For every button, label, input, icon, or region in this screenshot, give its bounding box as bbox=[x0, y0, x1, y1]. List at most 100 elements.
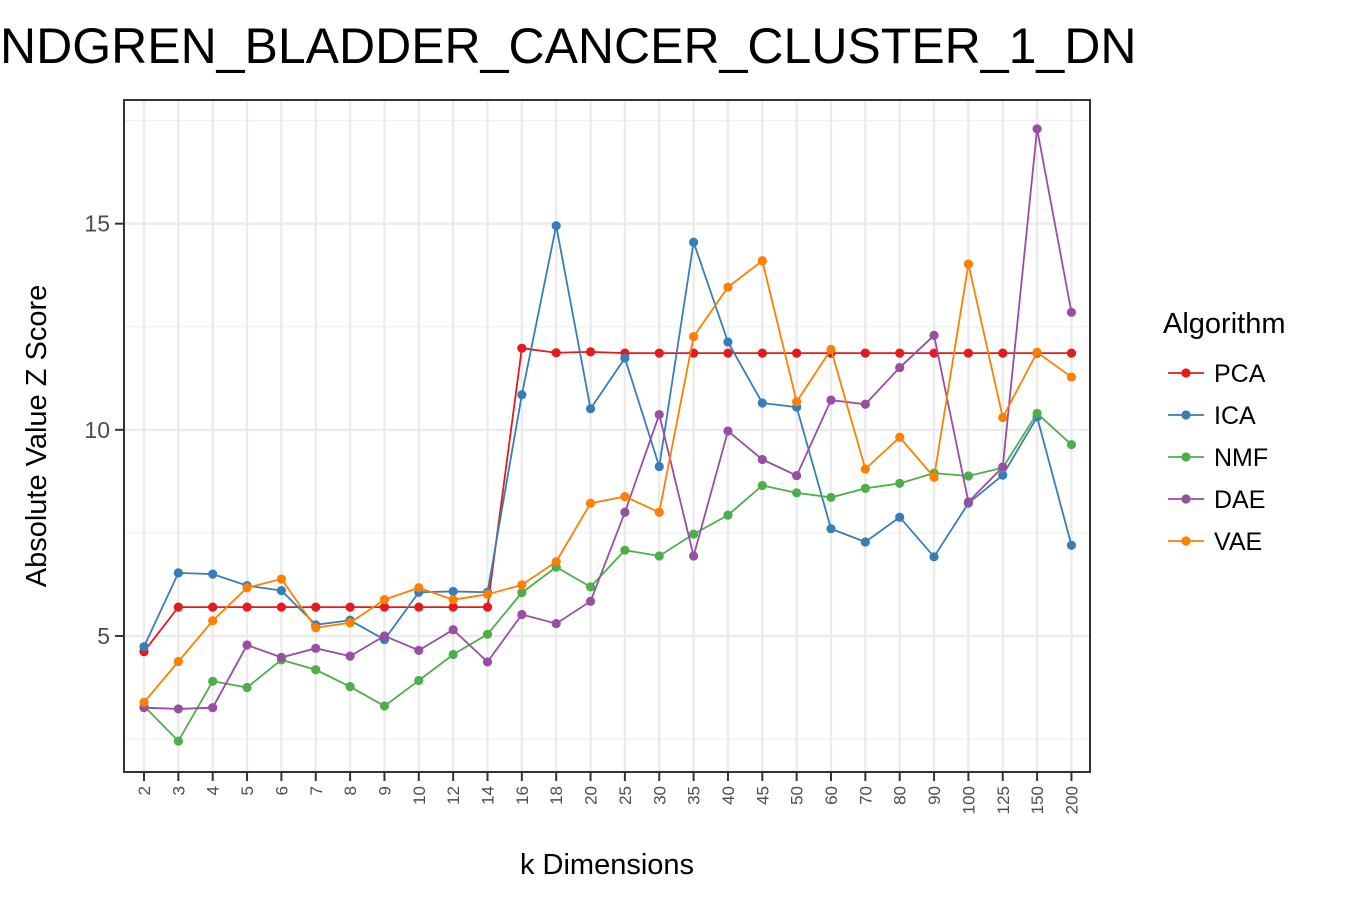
x-tick-label: 80 bbox=[891, 786, 910, 805]
x-tick-label: 9 bbox=[375, 786, 394, 795]
data-point-dae bbox=[379, 631, 390, 641]
legend-item-nmf: NMF bbox=[1168, 444, 1268, 472]
data-point-dae bbox=[551, 618, 561, 629]
series-nmf bbox=[139, 408, 1077, 746]
data-point-vae bbox=[963, 259, 974, 269]
legend-label: ICA bbox=[1214, 402, 1256, 430]
y-tick-label: 5 bbox=[97, 623, 110, 649]
data-point-vae bbox=[998, 412, 1008, 423]
data-point-ica bbox=[139, 642, 149, 652]
data-point-nmf bbox=[345, 682, 355, 692]
data-point-vae bbox=[482, 589, 493, 599]
data-point-pca bbox=[895, 348, 905, 358]
data-point-ica bbox=[929, 552, 939, 562]
data-point-dae bbox=[998, 462, 1008, 472]
data-point-ica bbox=[1066, 540, 1077, 550]
data-point-pca bbox=[723, 348, 733, 358]
legend-label: PCA bbox=[1214, 360, 1266, 388]
data-point-nmf bbox=[792, 488, 802, 498]
data-point-ica bbox=[448, 586, 458, 597]
data-point-nmf bbox=[1066, 440, 1077, 450]
legend-label: NMF bbox=[1214, 444, 1268, 472]
data-point-dae bbox=[173, 704, 183, 714]
data-point-nmf bbox=[654, 551, 664, 561]
series-line-nmf bbox=[143, 411, 1073, 743]
data-point-pca bbox=[345, 602, 355, 612]
data-point-nmf bbox=[860, 483, 870, 493]
x-tick-label: 3 bbox=[169, 786, 188, 795]
legend-item-ica: ICA bbox=[1168, 402, 1256, 430]
x-axis: 2 3 4 5 6 7 8 9 10 12 14 16 18 20 25 30 35 40 45 50 60 70 80 90… bbox=[135, 772, 1081, 814]
x-tick-label: 90 bbox=[925, 786, 944, 805]
x-tick-label: 45 bbox=[753, 786, 772, 805]
data-point-dae bbox=[448, 625, 458, 635]
data-point-vae bbox=[173, 656, 183, 667]
data-point-vae bbox=[792, 397, 802, 407]
legend-key-point bbox=[1181, 494, 1191, 504]
data-point-vae bbox=[585, 498, 596, 508]
data-point-nmf bbox=[689, 529, 699, 539]
data-point-nmf bbox=[826, 492, 836, 503]
data-point-ica bbox=[173, 568, 183, 578]
y-tick-label: 15 bbox=[84, 211, 110, 237]
data-point-ica bbox=[860, 537, 870, 547]
data-point-vae bbox=[139, 697, 149, 707]
data-point-nmf bbox=[963, 471, 974, 481]
data-point-ica bbox=[551, 221, 561, 231]
data-point-vae bbox=[448, 595, 458, 605]
data-point-vae bbox=[1066, 372, 1077, 382]
data-point-vae bbox=[551, 557, 561, 567]
data-point-vae bbox=[689, 332, 699, 342]
x-tick-label: 6 bbox=[272, 786, 291, 795]
data-point-pca bbox=[242, 602, 252, 612]
data-point-dae bbox=[895, 362, 905, 373]
data-point-vae bbox=[757, 256, 767, 266]
y-axis-title: Absolute Value Z Score bbox=[21, 285, 53, 588]
x-tick-label: 12 bbox=[444, 786, 463, 805]
data-point-dae bbox=[276, 652, 286, 662]
data-point-dae bbox=[723, 426, 733, 436]
x-tick-label: 50 bbox=[788, 786, 807, 805]
data-point-nmf bbox=[517, 588, 527, 598]
data-point-ica bbox=[276, 586, 286, 596]
x-tick-label: 20 bbox=[582, 786, 601, 805]
series-pca bbox=[139, 343, 1077, 657]
data-point-vae bbox=[723, 282, 733, 292]
chart-title: NDGREN_BLADDER_CANCER_CLUSTER_1_DN bbox=[0, 18, 1136, 74]
data-point-nmf bbox=[414, 675, 424, 686]
data-point-dae bbox=[929, 330, 939, 341]
data-point-pca bbox=[173, 602, 183, 612]
data-point-vae bbox=[311, 623, 321, 633]
legend-items: PCA ICA NMF DAE VAE bbox=[1168, 360, 1268, 556]
data-point-dae bbox=[517, 609, 527, 620]
legend-title: Algorithm bbox=[1163, 308, 1286, 340]
data-point-pca bbox=[517, 343, 527, 353]
data-point-dae bbox=[208, 703, 218, 713]
data-point-vae bbox=[826, 344, 836, 355]
x-axis-title: k Dimensions bbox=[520, 849, 694, 881]
legend-item-vae: VAE bbox=[1168, 528, 1262, 556]
data-point-dae bbox=[482, 657, 493, 667]
x-tick-label: 60 bbox=[822, 786, 841, 805]
data-point-pca bbox=[448, 602, 458, 612]
data-point-nmf bbox=[173, 736, 183, 746]
x-tick-label: 25 bbox=[616, 786, 635, 805]
y-tick-label: 10 bbox=[84, 417, 110, 443]
data-point-pca bbox=[379, 602, 390, 612]
data-point-ica bbox=[654, 461, 664, 472]
data-point-vae bbox=[517, 580, 527, 590]
data-point-vae bbox=[242, 583, 252, 593]
legend-key-point bbox=[1181, 452, 1191, 462]
plot-panel bbox=[124, 100, 1090, 772]
series-layer bbox=[139, 124, 1077, 746]
data-point-ica bbox=[723, 337, 733, 347]
data-point-vae bbox=[620, 492, 630, 502]
data-point-dae bbox=[963, 497, 974, 507]
x-tick-label: 200 bbox=[1062, 786, 1081, 814]
data-point-dae bbox=[242, 640, 252, 650]
data-point-ica bbox=[998, 470, 1008, 480]
data-point-ica bbox=[517, 390, 527, 400]
x-tick-label: 150 bbox=[1028, 786, 1047, 814]
data-point-dae bbox=[311, 643, 321, 653]
